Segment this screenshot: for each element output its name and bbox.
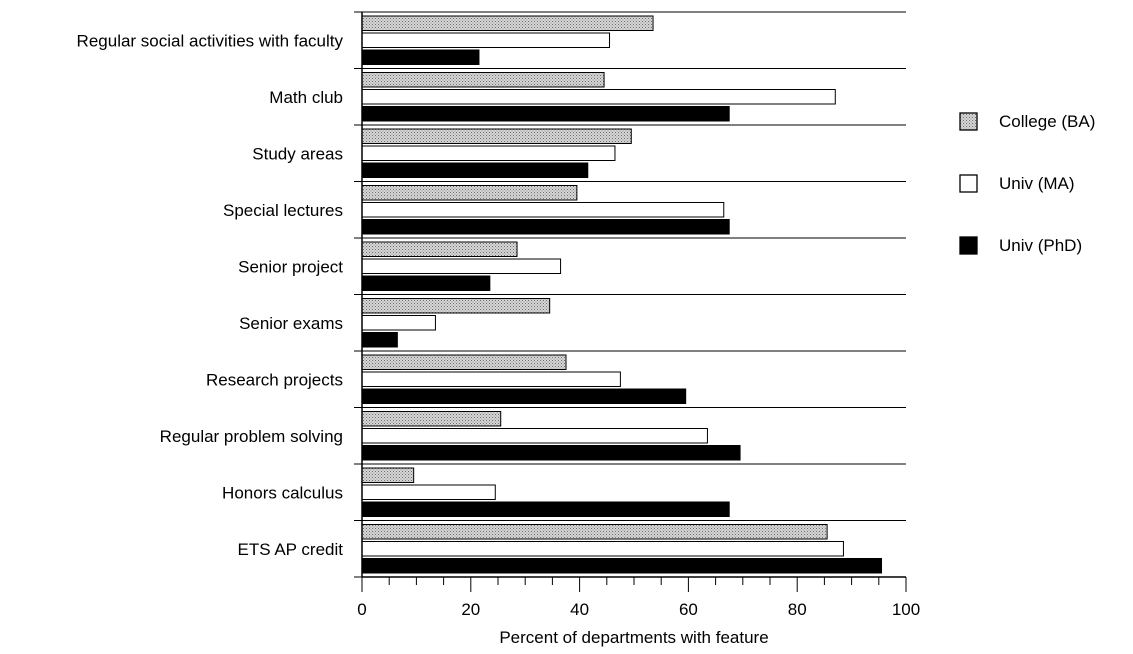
- bar-college-ba-senior-project: [361, 241, 518, 257]
- legend-swatch-univ-ma: [959, 174, 978, 193]
- bar-univ-phd-senior-project: [361, 275, 491, 291]
- bar-college-ba-senior-exams: [361, 298, 551, 314]
- bar-univ-ma-study-areas: [361, 145, 616, 161]
- category-label: Math club: [269, 88, 343, 107]
- x-tick-label: 60: [679, 600, 698, 619]
- bar-univ-ma-math-club: [361, 89, 836, 105]
- legend-label-univ-phd: Univ (PhD): [999, 236, 1082, 255]
- axes-group: [354, 11, 907, 592]
- legend: College (BA) Univ (MA) Univ (PhD): [959, 112, 1095, 255]
- category-label: Regular social activities with faculty: [77, 31, 344, 50]
- bar-univ-phd-special-lectures: [361, 219, 730, 235]
- x-axis-label: Percent of departments with feature: [499, 628, 768, 647]
- bar-univ-phd-senior-exams: [361, 332, 398, 348]
- bar-univ-ma-honors-calculus: [361, 484, 496, 500]
- legend-label-college-ba: College (BA): [999, 112, 1095, 131]
- category-label: Special lectures: [223, 201, 343, 220]
- bar-univ-phd-study-areas: [361, 162, 589, 178]
- bar-college-ba-study-areas: [361, 128, 632, 144]
- bar-univ-ma-ets-ap-credit: [361, 541, 844, 557]
- bar-college-ba-honors-calculus: [361, 467, 415, 483]
- category-label: Study areas: [252, 144, 343, 163]
- bar-univ-phd-research-projects: [361, 388, 687, 404]
- x-tick-label: 100: [892, 600, 920, 619]
- bar-univ-phd-regular-social-activities-with-faculty: [361, 49, 480, 65]
- bars-group: [361, 15, 883, 574]
- category-label: Research projects: [206, 370, 343, 389]
- category-label: Regular problem solving: [160, 427, 343, 446]
- bar-college-ba-regular-problem-solving: [361, 411, 502, 427]
- bar-univ-phd-honors-calculus: [361, 501, 730, 517]
- legend-swatch-univ-phd: [959, 236, 978, 255]
- bar-univ-ma-senior-project: [361, 258, 562, 274]
- bar-univ-phd-regular-problem-solving: [361, 445, 741, 461]
- x-tick-label: 40: [570, 600, 589, 619]
- bar-univ-phd-math-club: [361, 106, 730, 122]
- category-label: Senior exams: [239, 314, 343, 333]
- bar-univ-ma-special-lectures: [361, 202, 725, 218]
- category-label: Senior project: [238, 257, 343, 276]
- category-label: Honors calculus: [222, 483, 343, 502]
- x-tick-label: 0: [357, 600, 366, 619]
- category-labels: Regular social activities with faculty Ma…: [77, 31, 344, 559]
- bar-univ-ma-research-projects: [361, 371, 621, 387]
- bar-college-ba-ets-ap-credit: [361, 524, 828, 540]
- bar-univ-ma-regular-social-activities-with-faculty: [361, 32, 611, 48]
- bar-college-ba-research-projects: [361, 354, 567, 370]
- x-tick-labels: 0 20 40 60 80 100: [357, 600, 920, 619]
- bar-college-ba-math-club: [361, 72, 605, 88]
- bar-univ-phd-ets-ap-credit: [361, 558, 883, 574]
- bar-univ-ma-senior-exams: [361, 315, 436, 331]
- x-tick-label: 20: [461, 600, 480, 619]
- bar-college-ba-regular-social-activities-with-faculty: [361, 15, 654, 31]
- x-tick-label: 80: [788, 600, 807, 619]
- legend-label-univ-ma: Univ (MA): [999, 174, 1075, 193]
- category-label: ETS AP credit: [237, 540, 343, 559]
- bar-univ-ma-regular-problem-solving: [361, 428, 708, 444]
- legend-swatch-college-ba: [959, 112, 978, 131]
- bar-college-ba-special-lectures: [361, 185, 578, 201]
